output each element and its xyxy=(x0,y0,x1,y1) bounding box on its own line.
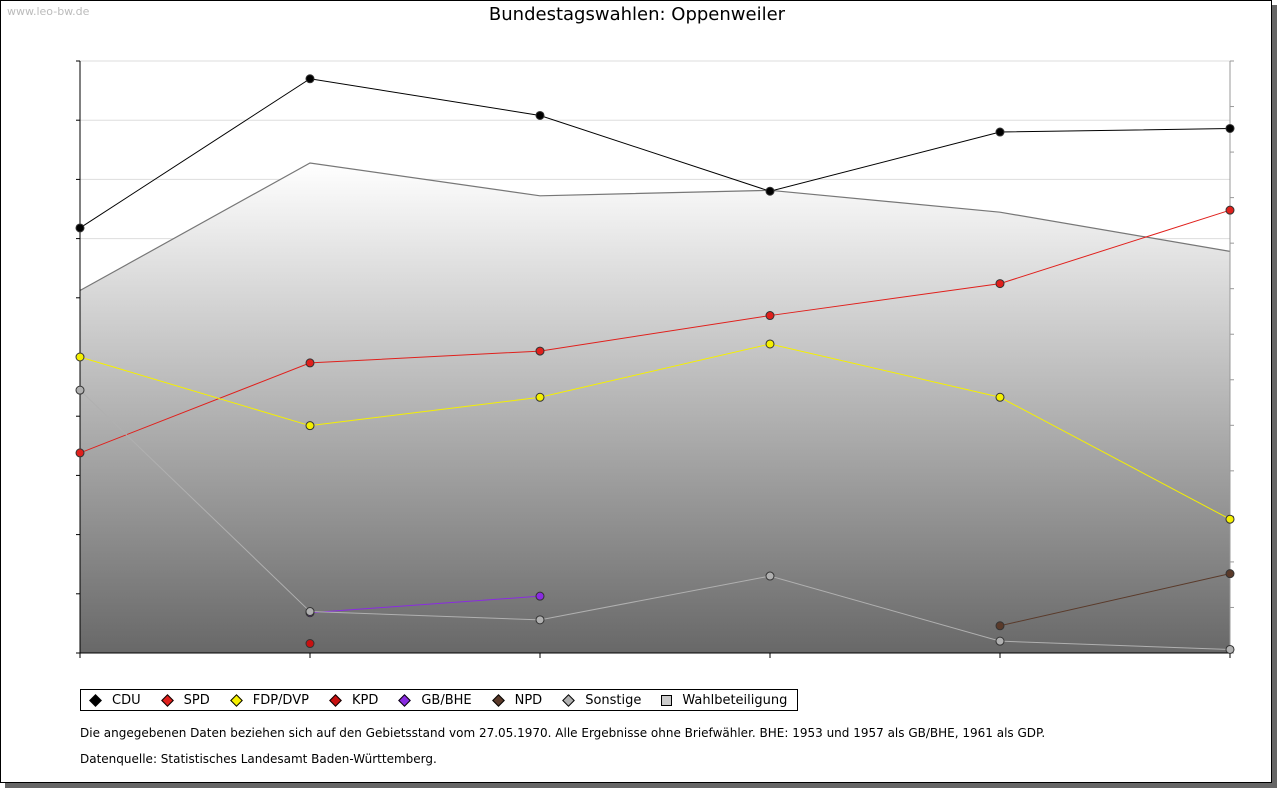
legend-label: NPD xyxy=(514,692,543,708)
series-line-cdu xyxy=(79,78,1231,229)
legend-item: CDU xyxy=(87,693,141,708)
series-line-npd xyxy=(999,573,1231,627)
legend: CDU SPD FDP/DVP KPD GB/BHE NPD Sonstige Wahlbet… xyxy=(80,689,799,711)
legend-label: KPD xyxy=(351,692,379,708)
data-point-spd xyxy=(535,346,545,356)
data-point-spd xyxy=(75,448,85,458)
legend-item: SPD xyxy=(159,693,210,708)
line-chart xyxy=(75,60,1235,658)
data-point-sonstige xyxy=(75,385,85,395)
data-point-cdu xyxy=(535,110,545,120)
legend-item: FDP/DVP xyxy=(228,693,309,708)
data-point-sonstige xyxy=(995,636,1005,646)
data-point-fdp-dvp xyxy=(995,392,1005,402)
legend-marker xyxy=(491,693,505,707)
data-point-cdu xyxy=(1225,123,1235,133)
legend-item: Sonstige xyxy=(560,693,641,708)
legend-label: GB/BHE xyxy=(421,692,472,708)
legend-label: CDU xyxy=(112,692,141,708)
data-point-cdu xyxy=(995,127,1005,137)
data-point-fdp-dvp xyxy=(75,352,85,362)
legend-label: Sonstige xyxy=(585,692,642,708)
data-point-cdu xyxy=(765,186,775,196)
data-point-fdp-dvp xyxy=(535,392,545,402)
data-source: Datenquelle: Statistisches Landesamt Bad… xyxy=(80,752,437,766)
series-line-fdp-dvp xyxy=(79,343,1231,520)
series-line-sonstige xyxy=(79,389,1231,650)
legend-label-turnout: Wahlbeteiligung xyxy=(682,692,788,708)
legend-marker xyxy=(562,693,576,707)
legend-marker xyxy=(398,693,412,707)
legend-label: SPD xyxy=(183,692,210,708)
legend-item: GB/BHE xyxy=(396,692,472,708)
data-point-npd xyxy=(995,621,1005,631)
series-line-spd xyxy=(79,209,1231,454)
data-point-spd xyxy=(765,311,775,321)
data-point-npd xyxy=(1225,569,1235,579)
legend-marker xyxy=(329,693,342,707)
legend-item-turnout: Wahlbeteiligung xyxy=(659,693,787,708)
legend-marker xyxy=(229,693,243,707)
data-point-fdp-dvp xyxy=(305,421,315,431)
data-point-gb-bhe xyxy=(535,591,545,601)
data-point-fdp-dvp xyxy=(1225,514,1235,524)
turnout-area xyxy=(80,163,1230,653)
data-point-spd xyxy=(1225,205,1235,215)
turnout-line xyxy=(79,162,1231,292)
data-point-sonstige xyxy=(305,607,315,617)
legend-label: FDP/DVP xyxy=(252,692,309,708)
footnote: Die angegebenen Daten beziehen sich auf … xyxy=(80,726,1046,740)
data-point-fdp-dvp xyxy=(765,339,775,349)
legend-marker xyxy=(160,693,174,707)
data-point-spd xyxy=(995,279,1005,289)
legend-marker xyxy=(89,693,102,707)
legend-item: NPD xyxy=(490,692,543,708)
data-point-cdu xyxy=(305,74,315,84)
chart-title: Bundestagswahlen: Oppenweiler xyxy=(488,4,786,25)
legend-item: KPD xyxy=(327,693,378,708)
watermark: www.leo-bw.de xyxy=(7,5,90,18)
legend-marker-turnout xyxy=(661,694,673,706)
data-point-sonstige xyxy=(535,615,545,625)
data-point-kpd xyxy=(305,639,315,649)
data-point-cdu xyxy=(75,223,85,233)
data-point-spd xyxy=(305,358,315,368)
data-point-sonstige xyxy=(1225,644,1235,654)
data-point-sonstige xyxy=(765,571,775,581)
series-line-gb-bhe xyxy=(309,595,541,614)
